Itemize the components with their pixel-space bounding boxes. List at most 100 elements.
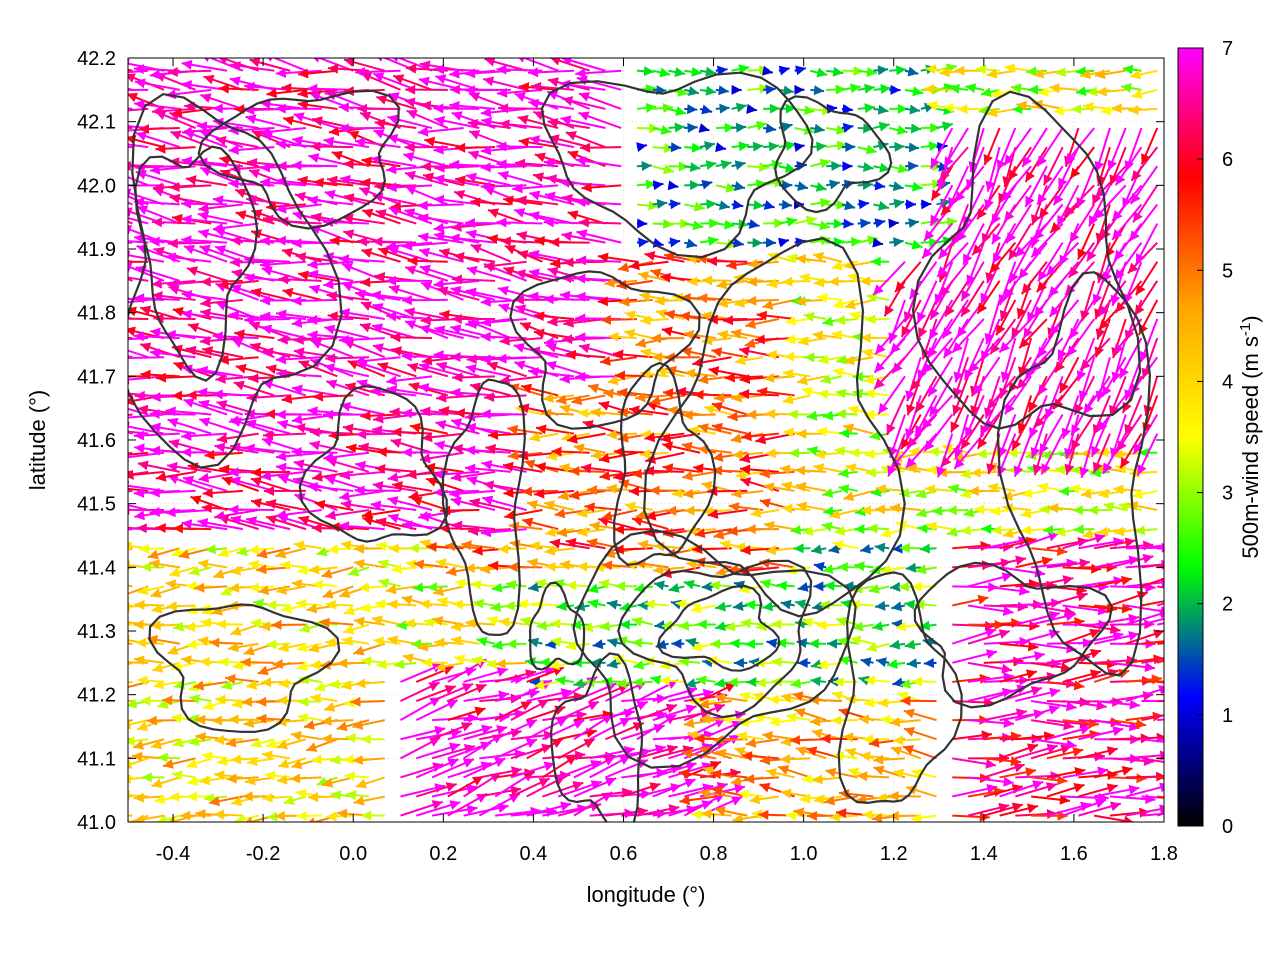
wind-vector [983, 708, 1028, 722]
wind-vector [152, 661, 181, 673]
colorbar-tick-label: 6 [1222, 149, 1233, 171]
wind-vector [277, 757, 307, 769]
wind-vector [632, 677, 653, 688]
wind-vector [162, 757, 196, 769]
wind-vector [533, 679, 559, 690]
wind-vector [1141, 738, 1164, 743]
x-tick-label: 1.2 [880, 843, 908, 865]
wind-vector [683, 703, 726, 722]
wind-vector [1062, 766, 1109, 779]
y-tick-label: 41.7 [77, 366, 116, 388]
wind-vector [1031, 794, 1071, 805]
y-tick-label: 42.1 [77, 112, 116, 134]
wind-vector [463, 690, 510, 703]
wind-vector [555, 675, 575, 686]
wind-vector [789, 735, 827, 746]
wind-vector [1078, 746, 1118, 760]
wind-vector [1046, 747, 1084, 760]
wind-vector [447, 775, 484, 798]
wind-vector [715, 692, 748, 703]
wind-vector [128, 297, 133, 301]
wind-vector [283, 795, 307, 806]
wind-vector [1157, 776, 1164, 780]
wind-vector [213, 735, 243, 746]
wind-vector [447, 724, 493, 741]
wind-vector [311, 754, 338, 765]
wind-vector [128, 451, 133, 455]
wind-vector [510, 777, 551, 798]
wind-vector [790, 678, 811, 689]
wind-vector [1062, 700, 1107, 711]
x-tick-label: 0.2 [429, 843, 457, 865]
y-tick-label: 41.6 [77, 430, 116, 452]
wind-vector [171, 770, 196, 781]
wind-vector [695, 675, 716, 686]
wind-vector [209, 795, 244, 807]
wind-vector [1078, 726, 1124, 741]
wind-vector [157, 752, 180, 763]
wind-vector [296, 810, 322, 821]
wind-vector [1141, 757, 1164, 764]
wind-vector [999, 669, 1038, 683]
wind-vector [1141, 775, 1164, 779]
wind-vector [171, 713, 196, 724]
wind-vector [620, 782, 661, 798]
wind-vector [463, 725, 508, 741]
wind-vector [262, 792, 291, 803]
wind-vector [541, 719, 585, 741]
wind-vector [431, 683, 474, 702]
y-tick-label: 42.2 [77, 48, 116, 70]
y-axis-title: latitude (°) [25, 390, 50, 491]
wind-vector [265, 738, 291, 749]
wind-vector [321, 716, 354, 727]
wind-vector [1015, 705, 1060, 722]
wind-vector [204, 792, 228, 803]
wind-vector [228, 714, 259, 725]
wind-vector [128, 394, 133, 397]
wind-vector [779, 754, 811, 765]
y-tick-label: 41.1 [77, 748, 116, 770]
wind-vector [326, 811, 354, 822]
wind-vector [186, 791, 212, 802]
wind-vector [738, 789, 764, 800]
wind-vector [172, 737, 196, 748]
wind-vector [415, 685, 457, 702]
wind-vector [278, 678, 307, 689]
wind-vector [153, 679, 180, 690]
wind-vector [344, 771, 370, 782]
wind-vector [234, 814, 259, 822]
wind-vector [128, 164, 133, 168]
wind-vector [494, 700, 532, 722]
wind-vector [400, 725, 446, 741]
wind-vector [715, 748, 748, 760]
wind-vector [831, 715, 858, 726]
wind-vector [128, 145, 133, 149]
wind-vector [713, 734, 748, 745]
x-tick-label: 0.6 [610, 843, 638, 865]
wind-vector [133, 792, 165, 803]
wind-vector [214, 770, 243, 781]
wind-vector [136, 719, 165, 731]
wind-vector [415, 800, 461, 817]
wind-vector [999, 767, 1037, 779]
wind-vector [146, 715, 180, 726]
wind-vector [1141, 714, 1164, 722]
wind-vector [128, 735, 149, 746]
wind-vector [636, 744, 678, 760]
wind-vector [714, 806, 748, 817]
wind-vector [360, 734, 385, 745]
wind-vector [297, 712, 322, 723]
wind-vector [1015, 731, 1055, 742]
wind-vector [193, 680, 228, 691]
wind-vector [1125, 685, 1164, 702]
wind-vector [1093, 765, 1133, 779]
wind-vector [447, 683, 487, 702]
wind-vector [710, 769, 748, 780]
wind-vector [526, 688, 572, 703]
wind-vector [900, 695, 937, 706]
wind-vector [162, 695, 196, 706]
wind-vector [180, 810, 212, 821]
colorbar-title-main: 500m-wind speed (m s [1238, 336, 1263, 559]
wind-vector [128, 680, 149, 689]
